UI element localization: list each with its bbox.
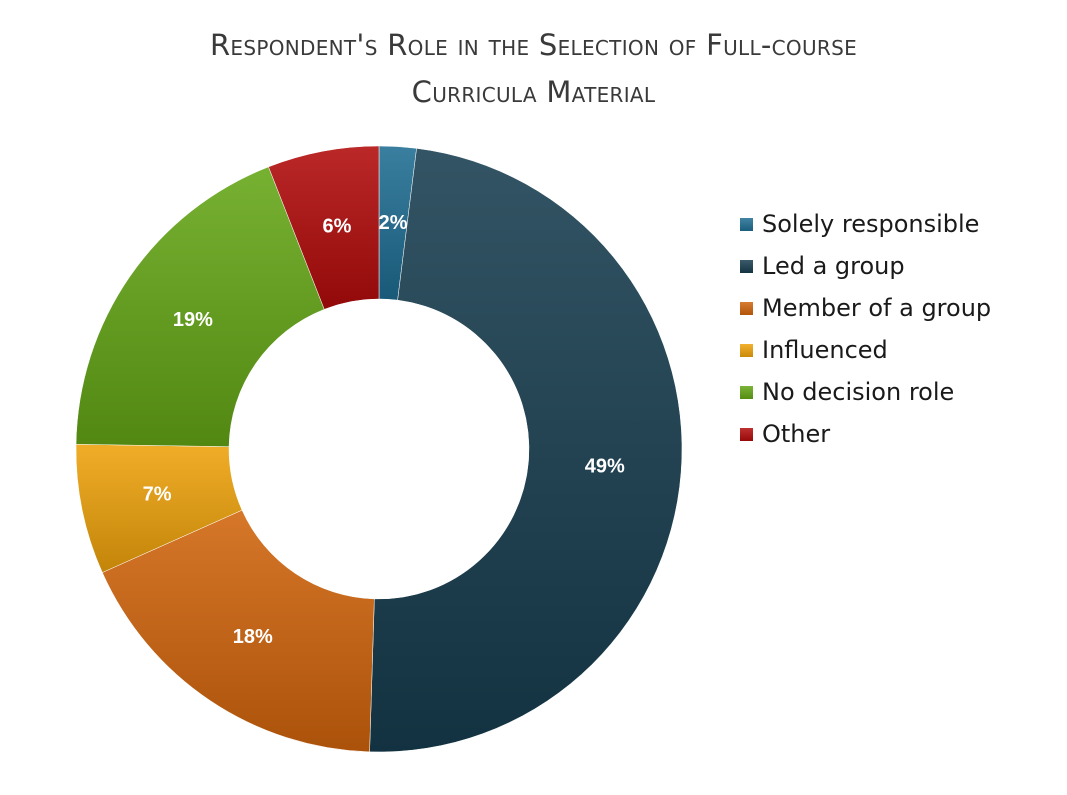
legend-label: Solely responsible <box>762 210 980 238</box>
legend-swatch <box>740 385 753 399</box>
data-label-other: 6% <box>323 215 352 237</box>
legend-label: No decision role <box>762 378 955 406</box>
data-label-solely-responsible: 2% <box>379 212 408 234</box>
data-labels: 2% 49% 18% 7% 19% 6% <box>143 212 625 648</box>
slice-no-decision-role <box>75 166 325 447</box>
legend-swatch <box>740 343 753 357</box>
legend-label: Other <box>762 420 831 448</box>
legend-label: Member of a group <box>762 294 992 322</box>
data-label-influenced: 7% <box>143 483 172 505</box>
legend-label: Influenced <box>762 336 888 364</box>
slice-led-a-group <box>369 148 683 753</box>
data-label-no-decision-role: 19% <box>173 309 213 331</box>
data-label-member-of-a-group: 18% <box>233 626 273 648</box>
legend-label: Led a group <box>762 252 905 280</box>
slice-other <box>268 145 380 310</box>
legend-item-no-decision-role: No decision role <box>740 371 991 413</box>
legend-item-other: Other <box>740 413 991 455</box>
legend-swatch <box>740 301 753 315</box>
legend-swatch <box>740 217 753 231</box>
legend-item-member-of-a-group: Member of a group <box>740 287 991 329</box>
chart-title: Respondent's Role in the Selection of Fu… <box>0 22 1067 116</box>
legend-swatch <box>740 259 753 273</box>
legend-item-influenced: Influenced <box>740 329 991 371</box>
chart-title-line-2: Curricula Material <box>411 75 656 109</box>
chart-title-line-1: Respondent's Role in the Selection of Fu… <box>209 28 858 62</box>
data-label-led-a-group: 49% <box>585 456 625 478</box>
donut-slices <box>75 145 683 753</box>
chart-legend: Solely responsible Led a group Member of a… <box>740 203 991 455</box>
legend-item-led-a-group: Led a group <box>740 245 991 287</box>
legend-swatch <box>740 427 753 441</box>
slice-member-of-a-group <box>101 509 375 753</box>
legend-item-solely-responsible: Solely responsible <box>740 203 991 245</box>
